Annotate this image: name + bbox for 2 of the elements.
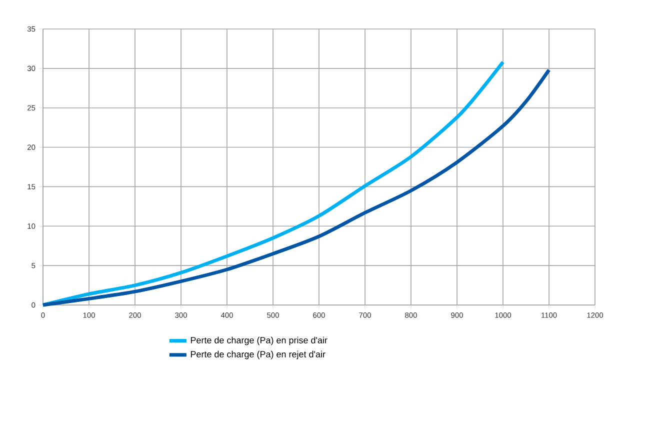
legend-label: Perte de charge (Pa) en rejet d'air (190, 350, 326, 360)
legend-label: Perte de charge (Pa) en prise d'air (190, 336, 328, 346)
